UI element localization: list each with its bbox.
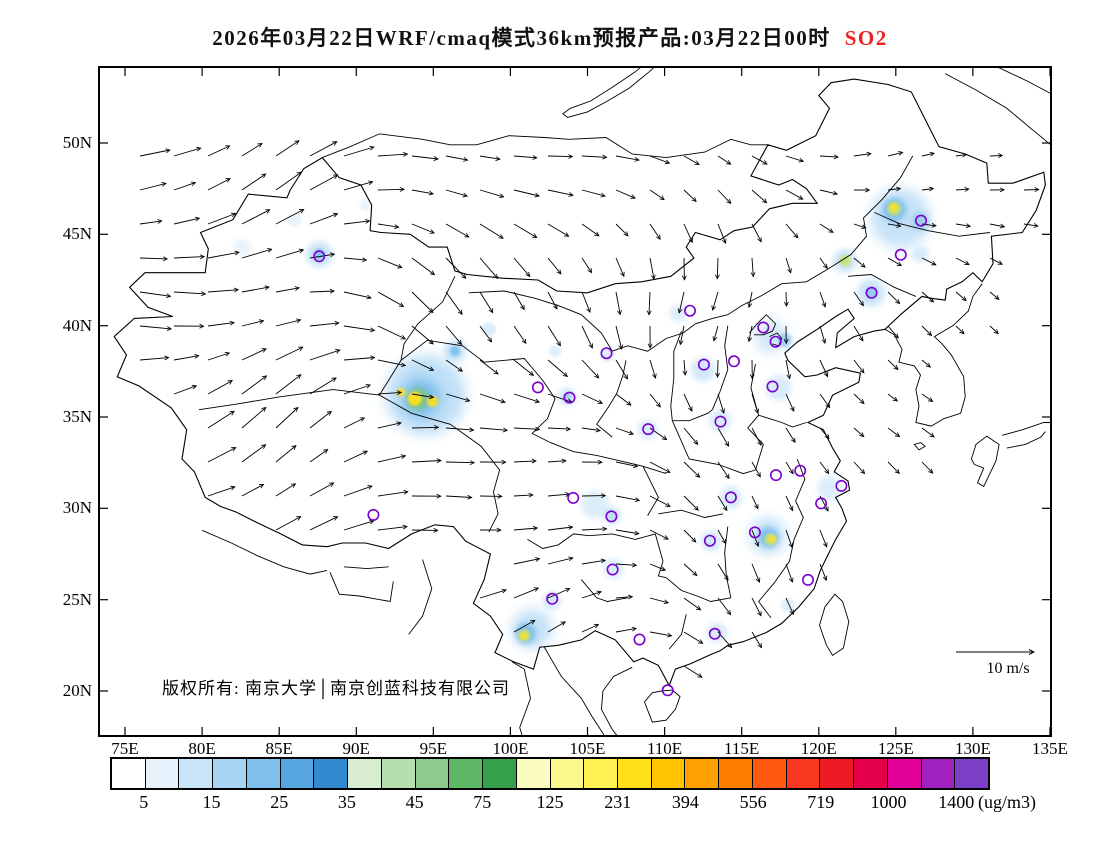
colorbar-tick-label: 35: [337, 792, 356, 812]
y-axis-label: 35N: [62, 407, 92, 426]
x-axis-label: 85E: [265, 739, 293, 758]
colorbar-tick-label: 231: [604, 792, 632, 812]
colorbar-cell: [482, 759, 516, 788]
x-axis-label: 75E: [111, 739, 139, 758]
colorbar-cell: [313, 759, 348, 788]
colorbar-cell: [549, 759, 584, 788]
axis-ticks-layer: [100, 68, 1050, 735]
x-axis-label: 130E: [954, 739, 991, 758]
colorbar-cell: [380, 759, 415, 788]
x-axis-label: 100E: [492, 739, 529, 758]
wind-scale-label: 10 m/s: [986, 660, 1030, 677]
title-text: 2026年03月22日WRF/cmaq模式36km预报产品:03月22日00时: [212, 26, 831, 50]
colorbar-cell: [112, 759, 145, 788]
colorbar-tick-label: 5: [139, 792, 149, 812]
x-axis-label: 115E: [724, 739, 760, 758]
x-axis-label: 95E: [419, 739, 448, 758]
x-axis-label: 105E: [569, 739, 606, 758]
station-markers-layer: [313, 214, 927, 697]
colorbar-cell: [212, 759, 246, 788]
map-frame: 版权所有: 南京大学│南京创蓝科技有限公司 10 m/s: [98, 66, 1052, 737]
colorbar-cell: [684, 759, 719, 788]
x-axis-label: 80E: [188, 739, 216, 758]
title-species: SO2: [844, 26, 888, 50]
colorbar-cell: [144, 759, 179, 788]
colorbar: [110, 757, 990, 790]
colorbar-tick-label: 15: [202, 792, 221, 812]
copyright-text: 版权所有: 南京大学│南京创蓝科技有限公司: [162, 679, 511, 698]
x-axis-label: 110E: [646, 739, 683, 758]
basemap-lines-layer: [113, 68, 1050, 735]
colorbar-cell: [853, 759, 887, 788]
colorbar-cell: [245, 759, 280, 788]
colorbar-cell: [583, 759, 618, 788]
colorbar-tick-label: 45: [405, 792, 424, 812]
colorbar-cell: [617, 759, 651, 788]
colorbar-cell: [751, 759, 786, 788]
colorbar-cell: [279, 759, 314, 788]
colorbar-cell: [448, 759, 483, 788]
y-axis-label: 40N: [62, 315, 92, 335]
y-axis-label: 50N: [62, 133, 92, 152]
colorbar-cell: [414, 759, 449, 788]
colorbar-cell: [886, 759, 921, 788]
colorbar-tick-label: 394: [671, 792, 699, 812]
colorbar-unit: (ug/m3): [978, 792, 1036, 812]
colorbar-tick-label: 1400: [938, 792, 975, 812]
colorbar-cell: [718, 759, 752, 788]
x-axis-label: 90E: [342, 739, 370, 758]
colorbar-tick-label: 125: [536, 792, 564, 812]
colorbar-tick-label: 556: [739, 792, 767, 812]
colorbar-cell: [954, 759, 989, 788]
x-axis-label: 135E: [1032, 739, 1068, 758]
colorbar-cell: [650, 759, 685, 788]
colorbar-cell: [178, 759, 213, 788]
map-svg: [100, 68, 1050, 735]
colorbar-cell: [819, 759, 854, 788]
page-title: 2026年03月22日WRF/cmaq模式36km预报产品:03月22日00时 S…: [0, 22, 1100, 52]
y-axis-label: 20N: [62, 681, 92, 700]
colorbar-cell: [515, 759, 550, 788]
x-axis-label: 125E: [877, 739, 914, 758]
colorbar-tick-label: 75: [473, 792, 492, 812]
x-axis-label: 120E: [800, 739, 837, 758]
colorbar-cell: [785, 759, 820, 788]
wind-arrows-layer: [139, 141, 1039, 678]
y-axis-label: 45N: [62, 224, 92, 244]
y-axis-label: 30N: [62, 498, 92, 518]
colorbar-tick-label: 1000: [870, 792, 907, 812]
y-axis-label: 25N: [62, 589, 92, 609]
colorbar-cell: [920, 759, 955, 788]
colorbar-cell: [347, 759, 381, 788]
colorbar-tick-label: 719: [807, 792, 835, 812]
colorbar-tick-label: 25: [270, 792, 289, 812]
